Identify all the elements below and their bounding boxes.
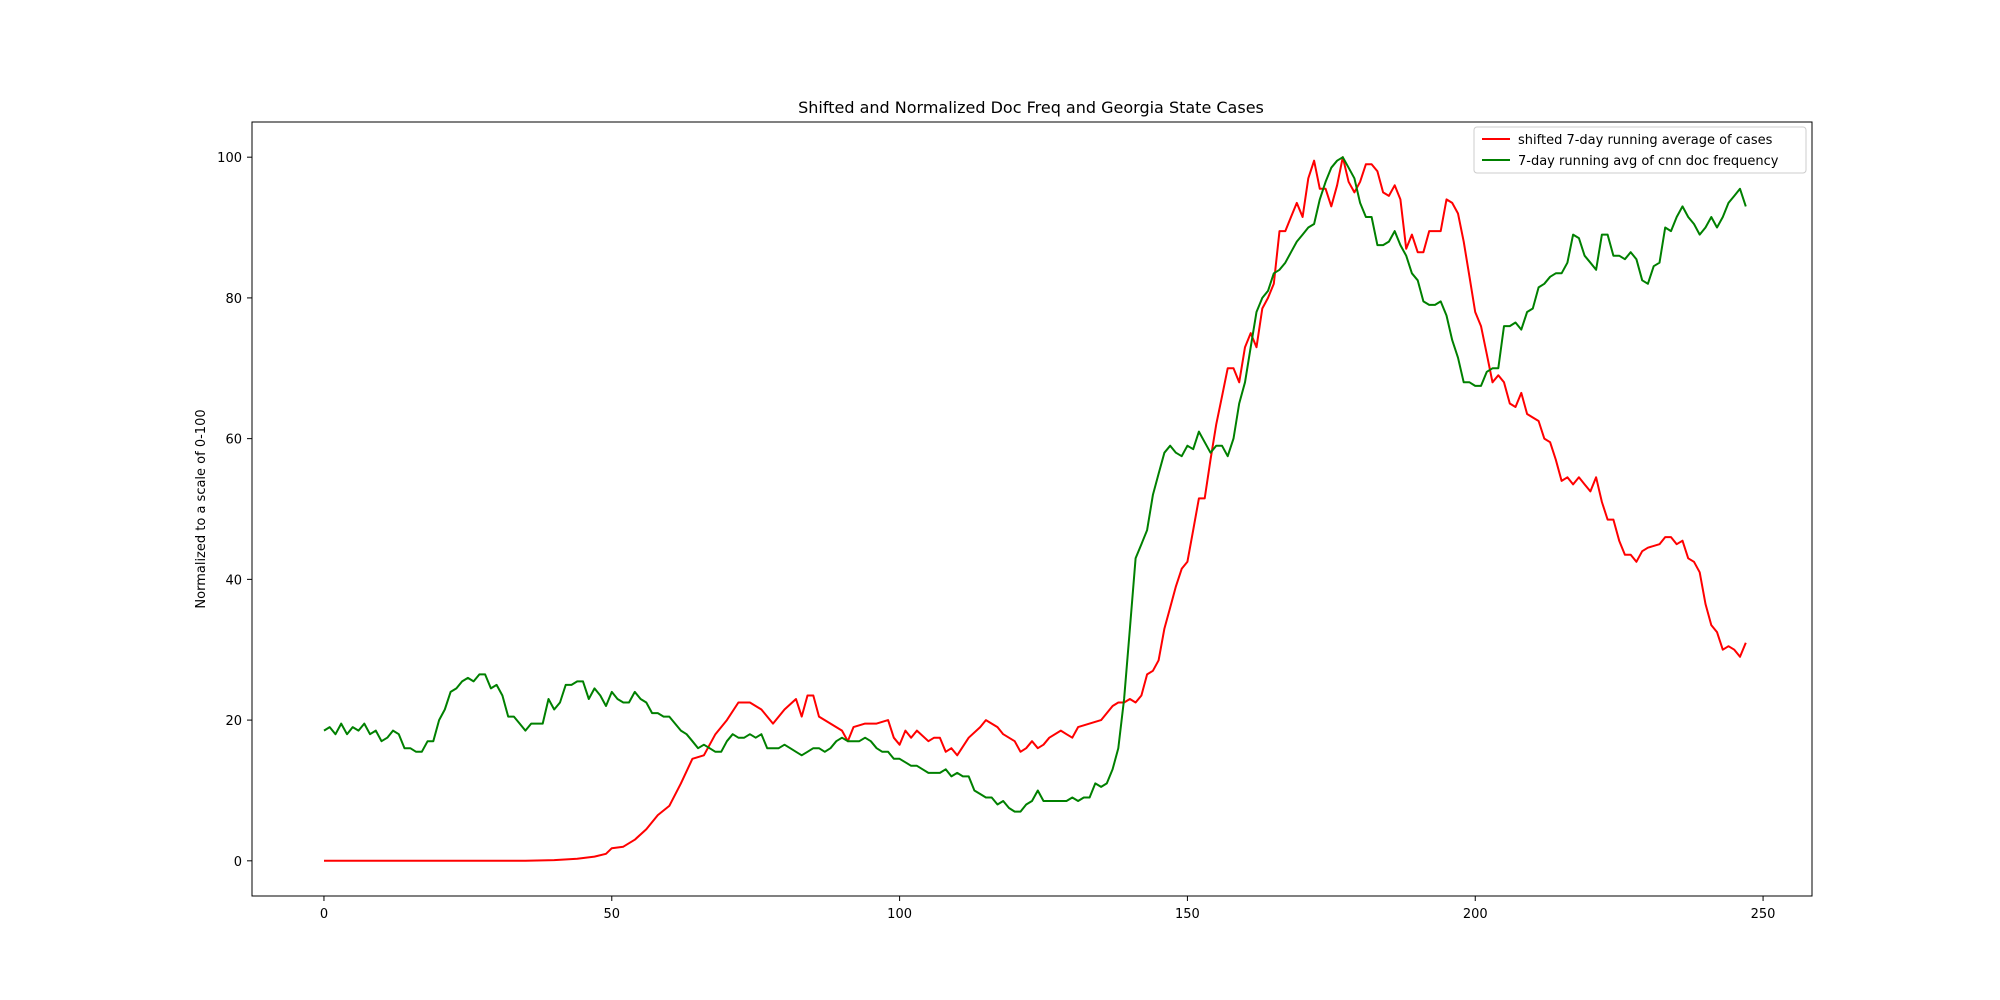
series-line-0 xyxy=(324,156,1747,862)
x-tick-label: 250 xyxy=(1751,907,1776,922)
x-tick-label: 200 xyxy=(1463,907,1488,922)
y-tick-label: 100 xyxy=(217,151,242,166)
y-tick-label: 60 xyxy=(225,433,242,448)
legend-label-1: 7-day running avg of cnn doc frequency xyxy=(1518,154,1779,169)
ticks-layer: 0 50 100 150 200 250 0 20 40 60 80 100 xyxy=(217,151,1775,922)
legend-box xyxy=(1473,126,1807,174)
series-lines xyxy=(323,156,1747,862)
series-line-1 xyxy=(323,156,1747,813)
y-tick-label: 80 xyxy=(225,292,242,307)
y-tick-label: 40 xyxy=(225,573,242,588)
y-tick-label: 0 xyxy=(234,855,242,870)
y-axis-label: Normalized to a scale of 0-100 xyxy=(194,409,209,608)
x-tick-label: 0 xyxy=(320,907,328,922)
x-tick-label: 100 xyxy=(887,907,912,922)
y-tick-label: 20 xyxy=(225,714,242,729)
chart-title: Shifted and Normalized Doc Freq and Geor… xyxy=(798,98,1264,117)
x-tick-label: 50 xyxy=(604,907,621,922)
plot-area-frame xyxy=(251,121,1813,897)
legend-label-0: shifted 7-day running average of cases xyxy=(1518,133,1773,148)
legend: shifted 7-day running average of cases 7-… xyxy=(1473,126,1807,174)
x-tick-label: 150 xyxy=(1175,907,1200,922)
